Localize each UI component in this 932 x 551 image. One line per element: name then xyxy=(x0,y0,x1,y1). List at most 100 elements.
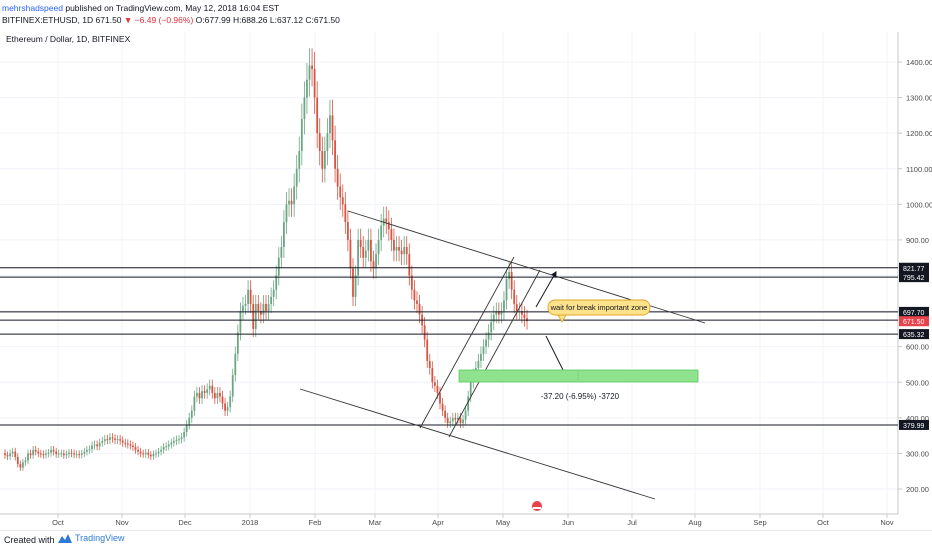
annotation-note[interactable]: wait for break important zone xyxy=(547,299,651,323)
price-level-text: 635.32 xyxy=(903,332,925,339)
candle-body xyxy=(96,444,99,447)
candle-body xyxy=(513,289,516,304)
candle-body xyxy=(208,385,211,390)
x-tick-label: Mar xyxy=(369,518,382,527)
drawings: -37.20 (-6.95%) -3720 wait for break impo… xyxy=(0,210,898,511)
x-tick-label: Feb xyxy=(309,518,322,527)
candle-body xyxy=(29,453,32,456)
candle-body xyxy=(329,115,331,134)
price-level-text: 379.99 xyxy=(903,423,925,430)
candle-body xyxy=(316,97,319,134)
candle-body xyxy=(380,225,383,240)
level-labels: 821.77795.42697.70674.51671.50635.32379.… xyxy=(899,262,929,430)
candle-body xyxy=(318,133,321,151)
candle-body xyxy=(80,453,83,455)
candle-body xyxy=(285,204,288,223)
candle-body xyxy=(203,391,206,393)
candle-body xyxy=(119,439,122,441)
high-value: H:688.26 xyxy=(233,15,268,25)
candle-body xyxy=(515,303,518,312)
publish-line: mehrshadspeed published on TradingView.c… xyxy=(2,2,602,14)
candle-body xyxy=(503,300,505,312)
candle-body xyxy=(129,444,132,446)
candle-body xyxy=(147,452,150,455)
candle-body xyxy=(4,453,6,456)
candle-body xyxy=(91,445,93,450)
candle-body xyxy=(341,197,344,205)
candle-body xyxy=(254,303,257,329)
candle-body xyxy=(11,451,14,454)
candle-body xyxy=(201,391,203,399)
y-tick-label: 1200.00 xyxy=(906,129,932,138)
candle-body xyxy=(234,353,237,376)
candle-body xyxy=(467,396,470,411)
candle-body xyxy=(183,432,186,438)
candle-body xyxy=(290,200,293,205)
candle-body xyxy=(272,289,275,297)
candle-body xyxy=(149,454,152,457)
y-tick-label: 300.00 xyxy=(906,449,929,458)
candle-body xyxy=(213,392,216,399)
target-zone xyxy=(458,369,699,383)
candle-body xyxy=(375,254,377,269)
candle-body xyxy=(65,454,68,456)
candle-body xyxy=(464,410,467,420)
candle-body xyxy=(109,437,111,440)
candle-body xyxy=(257,303,260,312)
candle-body xyxy=(372,261,375,269)
candle-body xyxy=(247,289,249,304)
candle-body xyxy=(132,445,134,448)
event-marker-icon[interactable] xyxy=(532,501,542,511)
candle-body xyxy=(354,275,357,297)
candle-body xyxy=(101,440,104,443)
x-tick-label: Nov xyxy=(115,518,129,527)
candle-body xyxy=(395,247,398,251)
candle-body xyxy=(306,79,308,98)
candle-body xyxy=(114,438,116,440)
price-chart[interactable]: 1400.00 1300.00 1200.00 1100.00 1000.00 900.0… xyxy=(0,28,932,528)
candle-body xyxy=(52,449,55,452)
candle-body xyxy=(400,250,403,255)
ohlc-line: BITFINEX:ETHUSD, 1D 671.50 ▼ −6.49 (−0.9… xyxy=(2,14,602,26)
candle-body xyxy=(323,150,326,169)
candle-body xyxy=(180,437,183,440)
created-with-text: Created with xyxy=(4,535,55,545)
candle-body xyxy=(459,417,462,424)
y-tick-label: 1100.00 xyxy=(906,165,932,174)
chart-header: mehrshadspeed published on TradingView.c… xyxy=(2,2,602,28)
x-tick-label: 2018 xyxy=(242,518,259,527)
tradingview-brand[interactable]: TradingView xyxy=(58,533,125,543)
author-link[interactable]: mehrshadspeed xyxy=(2,3,63,13)
candle-body xyxy=(436,385,439,393)
candle-body xyxy=(334,140,336,169)
x-tick-label: Oct xyxy=(817,518,830,527)
candle-body xyxy=(298,150,301,169)
last-price: 671.50 xyxy=(95,15,122,25)
channel-upper-line xyxy=(419,256,515,429)
candle-body xyxy=(185,424,188,433)
candle-body xyxy=(211,385,214,393)
candle-body xyxy=(73,453,75,455)
price-level-tag xyxy=(899,316,929,327)
candle-body xyxy=(497,311,500,315)
open-value: O:677.99 xyxy=(195,15,231,25)
x-tick-label: Nov xyxy=(880,518,894,527)
chart-grid xyxy=(0,32,898,514)
candle-body xyxy=(242,305,244,312)
candle-body xyxy=(47,452,50,454)
candle-body xyxy=(216,392,219,399)
candle-body xyxy=(111,437,114,439)
y-tick-label: 400.00 xyxy=(906,414,929,423)
candle-body xyxy=(293,186,296,205)
candle-body xyxy=(103,439,106,441)
candle-body xyxy=(14,451,17,457)
candle-body xyxy=(431,368,434,383)
chart-title: Ethereum / Dollar, 1D, BITFINEX xyxy=(6,34,131,44)
candle-body xyxy=(165,446,168,448)
candle-body xyxy=(224,403,226,411)
candle-body xyxy=(167,444,170,447)
note-bubble xyxy=(547,299,651,316)
candle-body xyxy=(270,296,273,304)
candle-body xyxy=(416,300,418,304)
x-tick-label: Aug xyxy=(688,518,701,527)
